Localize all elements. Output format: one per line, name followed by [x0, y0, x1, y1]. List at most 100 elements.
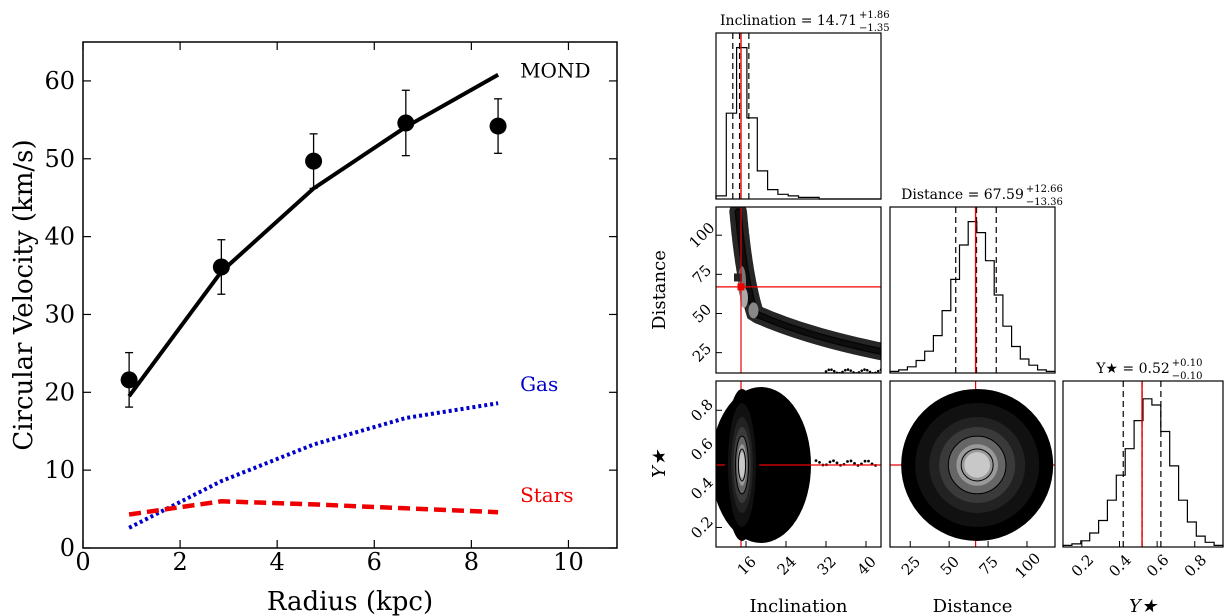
scatter-point — [827, 368, 831, 372]
ystar-x-tick-label: 0.4 — [1105, 551, 1135, 581]
scatter-point — [846, 460, 849, 463]
distance-x-tick-label: 75 — [976, 553, 1002, 579]
data-point — [120, 371, 138, 389]
ystar-x-tick-label: 0.8 — [1181, 551, 1211, 581]
x-axis-label-distance: Distance — [933, 596, 1013, 616]
series-mond-line — [127, 72, 500, 398]
panel-title-sub-2: −13.36 — [1026, 197, 1063, 208]
scatter-point — [853, 462, 856, 465]
density-band — [734, 208, 881, 355]
ystar-y-tick-label: 0.4 — [687, 474, 717, 504]
density-core — [748, 302, 759, 319]
panel-title-sup-3: +0.10 — [1172, 358, 1203, 369]
x-tick-label: 0 — [75, 548, 90, 576]
scatter-point — [849, 459, 853, 463]
y-tick-label: 10 — [44, 456, 75, 484]
x-axis-label-inclination: Inclination — [749, 596, 847, 616]
y-axis-label-distance: Distance — [649, 250, 670, 330]
scatter-point — [846, 368, 850, 371]
panel-frame-distance-inclination — [715, 206, 882, 374]
contour — [735, 435, 749, 495]
density-core — [740, 287, 748, 308]
x-axis-label-ystar: Y★ — [1129, 596, 1158, 616]
scatter-point — [849, 369, 853, 372]
scatter-point — [832, 369, 836, 373]
data-point — [397, 114, 415, 132]
scatter-point — [824, 370, 828, 373]
histogram-frame-2 — [889, 206, 1056, 374]
series-label-gas: Gas — [520, 372, 558, 396]
histogram-frame-1 — [715, 32, 882, 200]
ystar-x-tick-label: 0.2 — [1068, 551, 1098, 581]
inclination-x-tick-label: 32 — [814, 553, 840, 579]
contour — [947, 435, 1007, 495]
x-tick-label: 2 — [172, 548, 187, 576]
distance-y-tick-label: 25 — [689, 340, 715, 366]
data-point — [489, 117, 507, 135]
corner-plot: Inclination = 14.71 +1.86 −1.35 Distance = … — [649, 10, 1224, 616]
distance-y-tick-label: 100 — [686, 219, 719, 252]
ystar-y-tick-label: 0.2 — [687, 513, 717, 543]
scatter-point — [863, 459, 867, 463]
density-core — [734, 273, 742, 282]
y-tick-label: 30 — [44, 300, 75, 328]
panel-title-2: Distance = 67.59 — [901, 187, 1024, 203]
y-tick-label: 0 — [60, 534, 75, 562]
series-label-mond: MOND — [520, 59, 590, 83]
inclination-x-tick-label: 16 — [734, 553, 760, 579]
histogram-frame-3 — [1062, 380, 1224, 548]
y-tick-label: 20 — [44, 378, 75, 406]
scatter-point — [860, 369, 864, 372]
panel-title-1: Inclination = 14.71 — [720, 13, 857, 29]
histogram-2 — [889, 221, 1056, 373]
distance-x-tick-label: 25 — [898, 553, 924, 579]
y-tick-label: 40 — [44, 223, 75, 251]
density-blob — [724, 388, 760, 541]
contour — [737, 448, 747, 482]
scatter-point — [835, 461, 839, 465]
ystar-x-tick-label: 0.6 — [1143, 551, 1173, 581]
x-tick-label: 10 — [553, 548, 584, 576]
series-label-stars: Stars — [520, 483, 574, 507]
distance-y-tick-label: 75 — [689, 261, 715, 287]
scatter-point — [832, 459, 835, 463]
scatter-point — [867, 459, 870, 463]
truth-marker — [737, 283, 745, 291]
ystar-y-tick-label: 0.8 — [687, 395, 717, 425]
panel-frame-ystar-distance — [889, 380, 1056, 548]
panel-title-3: Y★ = 0.52 — [1095, 361, 1170, 377]
scatter-point — [843, 368, 847, 372]
series-gas-line — [128, 401, 499, 530]
inclination-x-tick-label: 24 — [774, 553, 800, 579]
distance-x-tick-label: 100 — [1011, 549, 1044, 582]
y-axis-label: Circular Velocity (km/s) — [9, 139, 39, 450]
scatter-point — [882, 369, 885, 372]
scatter-point — [865, 368, 869, 372]
data-point — [212, 258, 230, 276]
panel-frame-ystar-inclination — [715, 380, 882, 548]
y-tick-label: 50 — [44, 145, 75, 173]
y-axis-label-ystar: Y★ — [649, 449, 670, 478]
density-blob — [901, 388, 1054, 541]
x-axis-label: Radius (kpc) — [267, 587, 433, 616]
contour — [960, 448, 994, 482]
scatter-point — [828, 460, 832, 464]
scatter-point — [814, 459, 818, 463]
y-tick-label: 60 — [44, 67, 75, 95]
scatter-point — [830, 368, 833, 372]
x-tick-label: 6 — [367, 548, 382, 576]
x-tick-label: 8 — [464, 548, 479, 576]
x-tick-label: 4 — [270, 548, 285, 576]
scatter-point — [863, 368, 866, 371]
plot-frame — [82, 41, 618, 549]
distance-y-tick-label: 50 — [689, 300, 715, 326]
scatter-point — [818, 460, 821, 464]
scatter-point — [876, 369, 880, 373]
density-level — [964, 452, 990, 478]
panel-title-sub-1: −1.35 — [859, 23, 890, 34]
panel-distance-inclination — [716, 207, 885, 373]
data-point — [305, 152, 323, 170]
inclination-x-tick-label: 40 — [854, 553, 880, 579]
series-stars-line — [128, 499, 499, 517]
